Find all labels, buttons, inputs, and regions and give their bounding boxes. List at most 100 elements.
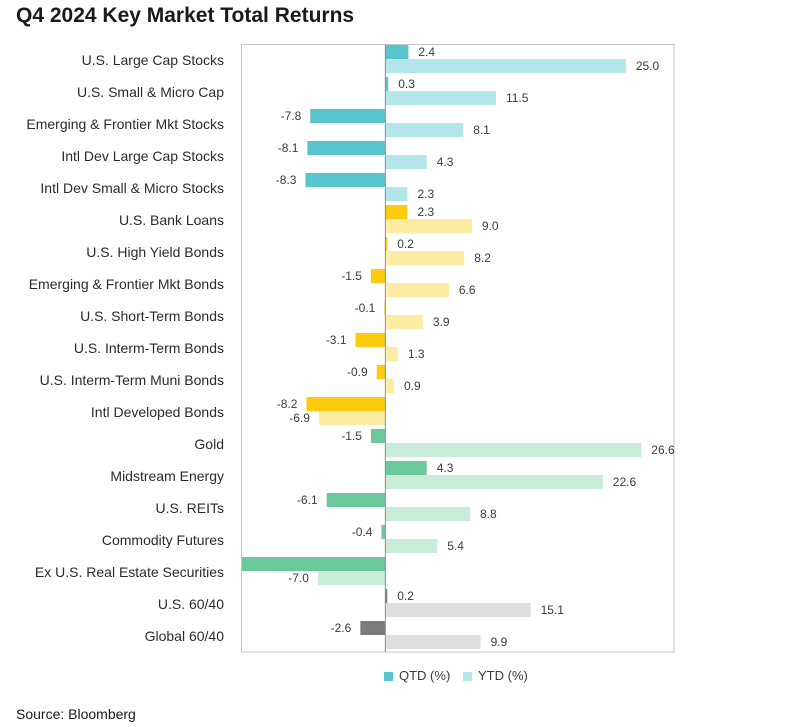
category-label: U.S. Interm-Term Muni Bonds bbox=[40, 372, 224, 388]
category-label: U.S. Interm-Term Bonds bbox=[74, 340, 224, 356]
data-label-ytd: 1.3 bbox=[408, 347, 425, 361]
legend-item-qtd: QTD (%) bbox=[384, 667, 450, 685]
category-label: Global 60/40 bbox=[145, 628, 225, 644]
data-label-ytd: -7.0 bbox=[288, 571, 309, 585]
bar-ytd bbox=[385, 603, 531, 617]
data-label-ytd: 6.6 bbox=[459, 283, 476, 297]
legend-swatch-ytd bbox=[463, 671, 472, 681]
category-label: U.S. High Yield Bonds bbox=[86, 244, 224, 260]
bar-qtd bbox=[310, 109, 386, 123]
data-label-ytd: 2.3 bbox=[417, 187, 434, 201]
data-label-qtd: -0.9 bbox=[347, 365, 368, 379]
data-labels: 2.4 25.0 0.3 11.5 -7.8 8.1 -8.1 4.3 -8.3 2.3 2.3 9.… bbox=[276, 45, 675, 649]
data-label-ytd: 5.4 bbox=[447, 539, 464, 553]
bar-ytd bbox=[385, 155, 427, 169]
data-label-ytd: 15.1 bbox=[541, 603, 565, 617]
data-label-qtd: -8.2 bbox=[277, 397, 298, 411]
bar-qtd bbox=[385, 205, 408, 219]
data-label-ytd: 8.2 bbox=[474, 251, 491, 265]
bar-ytd bbox=[385, 123, 464, 137]
category-label: Commodity Futures bbox=[102, 532, 224, 548]
data-label-ytd: 11.5 bbox=[506, 91, 529, 105]
bar-ytd bbox=[385, 443, 642, 457]
bar-qtd bbox=[307, 141, 386, 155]
data-label-ytd: 25.0 bbox=[636, 59, 660, 73]
bar-ytd bbox=[385, 283, 449, 297]
bar-ytd bbox=[385, 251, 465, 265]
category-label: Intl Dev Small & Micro Stocks bbox=[40, 180, 224, 196]
bar-qtd bbox=[305, 173, 386, 187]
plot-area-border bbox=[241, 44, 675, 653]
category-label: U.S. REITs bbox=[156, 500, 224, 516]
bar-qtd bbox=[385, 237, 388, 251]
bar-qtd bbox=[385, 77, 389, 91]
bar-qtd bbox=[360, 621, 386, 635]
data-label-ytd: 26.6 bbox=[651, 443, 675, 457]
legend-label-qtd: QTD (%) bbox=[399, 668, 451, 683]
data-label-qtd: 0.2 bbox=[397, 589, 414, 603]
category-label: U.S. Short-Term Bonds bbox=[80, 308, 224, 324]
bar-qtd bbox=[370, 269, 386, 283]
data-label-qtd: -8.3 bbox=[276, 173, 297, 187]
bar-qtd bbox=[385, 589, 388, 603]
bar-qtd bbox=[355, 333, 386, 347]
bar-ytd bbox=[385, 539, 438, 553]
data-label-qtd: 2.3 bbox=[417, 205, 434, 219]
category-labels: U.S. Large Cap Stocks U.S. Small & Micro … bbox=[26, 52, 224, 644]
data-label-qtd: -2.6 bbox=[331, 621, 352, 635]
bar-ytd bbox=[317, 571, 386, 585]
category-label: U.S. 60/40 bbox=[158, 596, 224, 612]
bar-ytd bbox=[385, 635, 481, 649]
category-label: U.S. Small & Micro Cap bbox=[77, 84, 224, 100]
category-label: Gold bbox=[194, 436, 224, 452]
data-label-qtd: -6.1 bbox=[297, 493, 318, 507]
bar-qtd bbox=[385, 461, 427, 475]
data-label-qtd: -1.5 bbox=[341, 429, 362, 443]
bar-ytd bbox=[318, 411, 386, 425]
data-label-ytd: 9.9 bbox=[491, 635, 508, 649]
data-label-qtd: -7.8 bbox=[281, 109, 302, 123]
bar-qtd bbox=[376, 365, 386, 379]
category-label: Intl Developed Bonds bbox=[91, 404, 224, 420]
bar-ytd bbox=[385, 219, 472, 233]
bar-ytd bbox=[385, 315, 423, 329]
bar-ytd bbox=[385, 91, 496, 105]
bar-qtd bbox=[326, 493, 386, 507]
bar-ytd bbox=[385, 347, 398, 361]
bar-qtd bbox=[241, 557, 386, 571]
data-label-qtd: 0.3 bbox=[398, 77, 415, 91]
data-label-qtd: 4.3 bbox=[437, 461, 454, 475]
legend-item-ytd: YTD (%) bbox=[463, 667, 528, 685]
bar-ytd bbox=[385, 379, 394, 393]
category-label: Emerging & Frontier Mkt Stocks bbox=[26, 116, 224, 132]
data-label-qtd: -3.1 bbox=[326, 333, 347, 347]
bar-qtd bbox=[306, 397, 386, 411]
bar-qtd bbox=[370, 429, 386, 443]
data-label-ytd: 22.6 bbox=[613, 475, 637, 489]
data-label-ytd: 9.0 bbox=[482, 219, 499, 233]
data-label-qtd: 2.4 bbox=[418, 45, 435, 59]
source-note: Source: Bloomberg bbox=[16, 706, 136, 722]
bar-ytd bbox=[385, 187, 408, 201]
category-label: U.S. Large Cap Stocks bbox=[82, 52, 224, 68]
category-label: Intl Dev Large Cap Stocks bbox=[61, 148, 224, 164]
category-label: Emerging & Frontier Mkt Bonds bbox=[29, 276, 224, 292]
bar-ytd bbox=[385, 507, 471, 521]
data-label-qtd: 0.2 bbox=[397, 237, 414, 251]
legend-label-ytd: YTD (%) bbox=[478, 668, 528, 683]
data-label-ytd: 8.8 bbox=[480, 507, 497, 521]
data-label-qtd: -0.1 bbox=[355, 301, 376, 315]
chart-title: Q4 2024 Key Market Total Returns bbox=[16, 4, 355, 27]
data-label-qtd: -0.4 bbox=[352, 525, 373, 539]
data-label-qtd: -8.1 bbox=[278, 141, 299, 155]
bar-qtd bbox=[385, 45, 409, 59]
category-label: Ex U.S. Real Estate Securities bbox=[35, 564, 224, 580]
legend: QTD (%) YTD (%) bbox=[384, 667, 584, 685]
category-label: U.S. Bank Loans bbox=[119, 212, 224, 228]
bar-ytd bbox=[385, 475, 603, 489]
bars bbox=[241, 45, 642, 649]
data-label-qtd: -1.5 bbox=[341, 269, 362, 283]
data-label-ytd: 4.3 bbox=[437, 155, 454, 169]
